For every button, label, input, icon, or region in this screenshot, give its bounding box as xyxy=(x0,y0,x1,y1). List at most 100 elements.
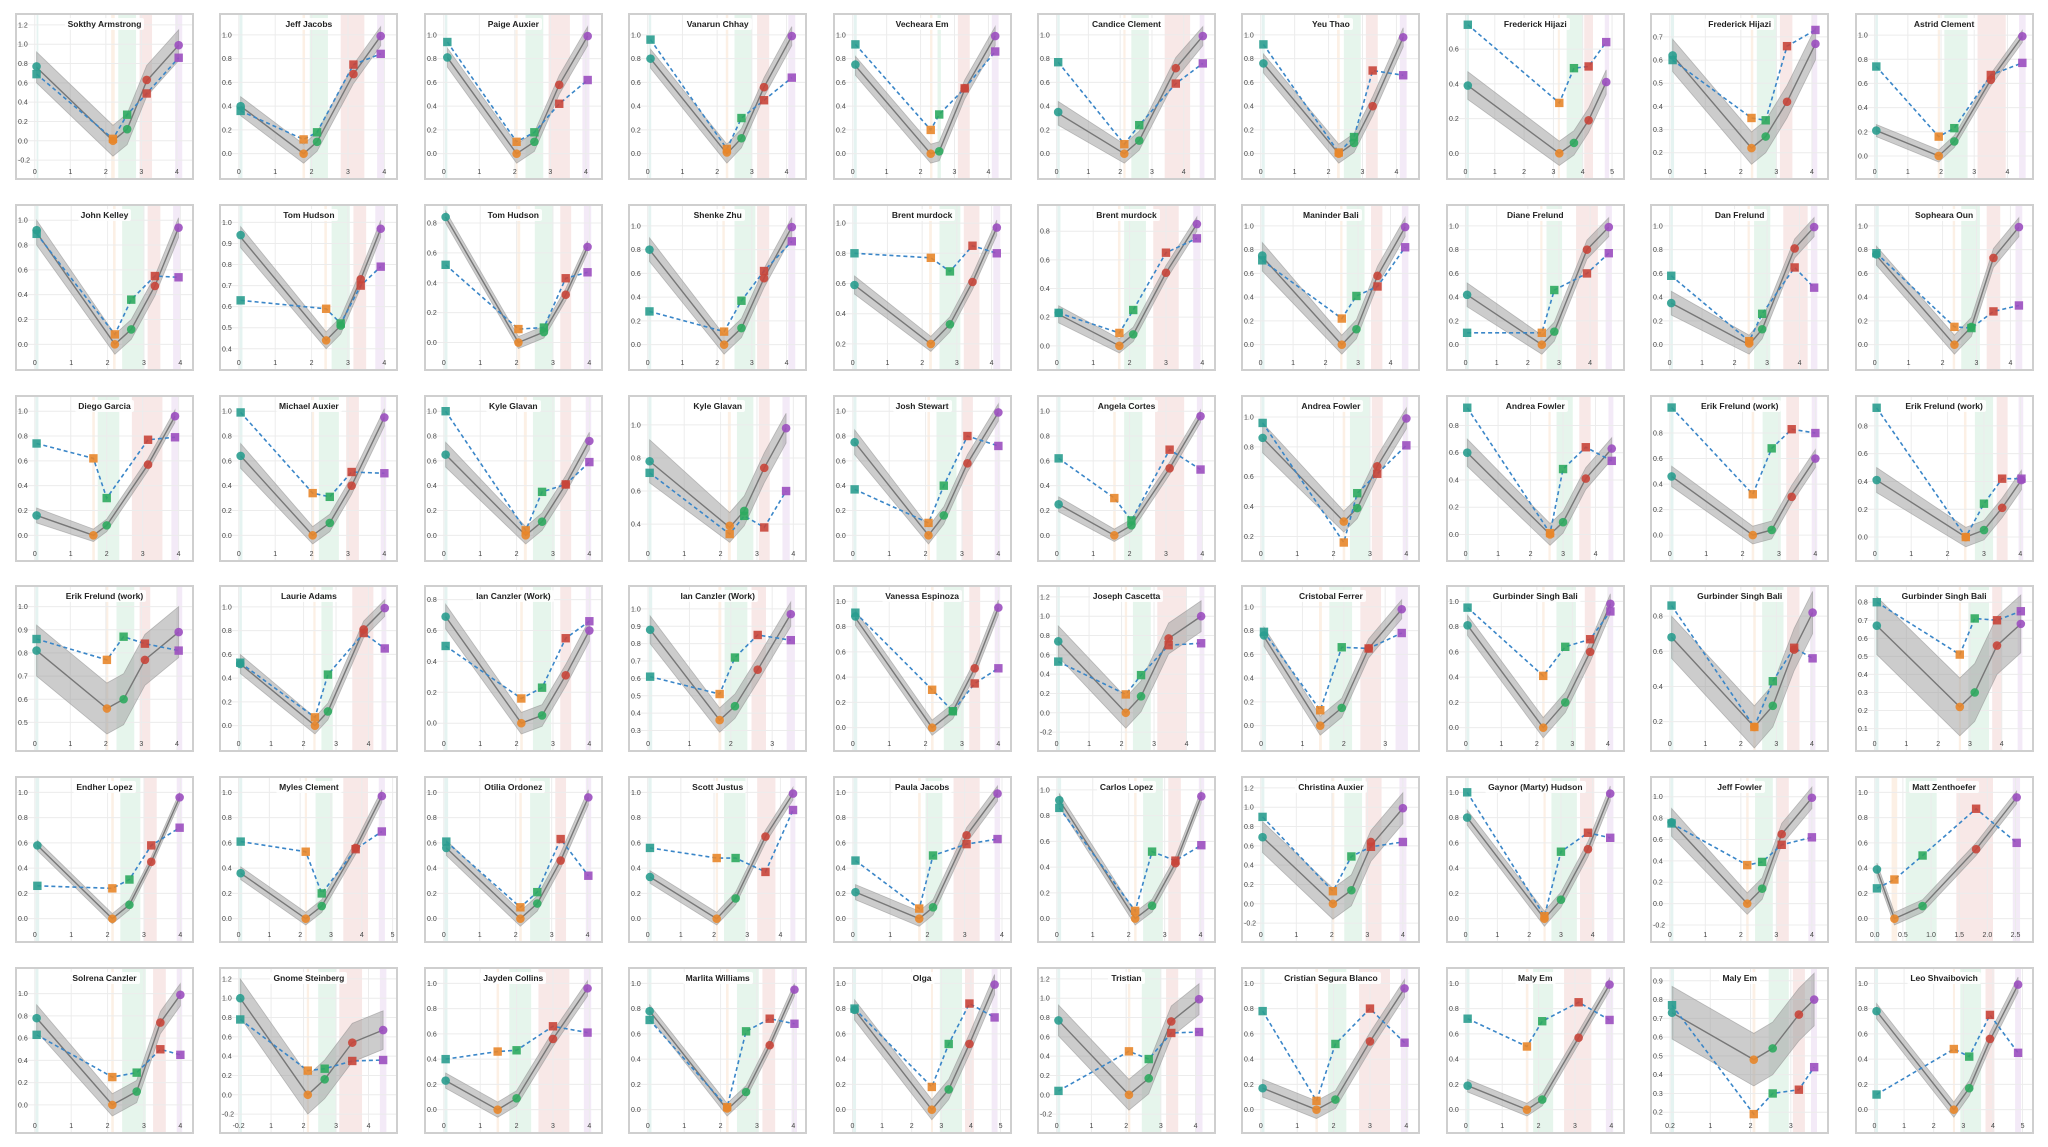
x-tick-label: 2 xyxy=(715,360,719,367)
square-marker xyxy=(760,96,769,105)
y-tick-label: 0.2 xyxy=(1449,504,1459,511)
stage-band xyxy=(1874,778,1879,942)
y-tick-label: 1.2 xyxy=(18,22,28,29)
square-marker xyxy=(960,84,969,93)
square-marker xyxy=(1115,328,1124,337)
y-tick-label: 1.0 xyxy=(1040,32,1050,39)
square-marker xyxy=(1538,672,1548,681)
stage-band xyxy=(994,396,1000,560)
y-tick-label: 0.1 xyxy=(1858,726,1868,733)
x-tick-label: 4 xyxy=(1389,360,1393,367)
square-marker xyxy=(1197,841,1206,850)
circle-marker xyxy=(1872,865,1881,874)
stage-band xyxy=(1670,778,1674,942)
x-tick-label: 2 xyxy=(712,932,716,939)
circle-marker xyxy=(2013,980,2022,989)
stage-band xyxy=(1261,969,1265,1132)
y-tick-label: 0.6 xyxy=(427,841,437,848)
circle-marker xyxy=(529,137,539,147)
chart-plot: 0.00.20.40.60.81.00 1 2 3 4 xyxy=(1039,396,1214,560)
y-tick-label: 0.8 xyxy=(222,1015,232,1022)
y-tick-label: 0.8 xyxy=(427,598,437,605)
x-tick-label: 4 xyxy=(360,932,364,939)
chart-plot: 0.40.50.60.70.80.91.00 1 2 3 4 xyxy=(221,205,397,369)
stage-band xyxy=(560,205,571,369)
y-tick-label: 0.5 xyxy=(18,720,28,727)
y-tick-label: 0.0 xyxy=(1858,916,1868,923)
y-tick-label: 0.2 xyxy=(18,891,28,898)
stage-band xyxy=(1195,969,1203,1132)
x-tick-label: 3 xyxy=(1777,551,1781,558)
chart-panel: 0.0 0.2 0.4 0.6 0.8 1.0 0 1 2 3 4 Jayden Collins xyxy=(423,967,603,1134)
circle-marker xyxy=(308,530,318,540)
stage-band xyxy=(1466,969,1470,1132)
x-tick-label: 4 xyxy=(1199,932,1203,939)
confidence-band xyxy=(649,786,794,926)
square-marker xyxy=(1582,268,1591,278)
chart-plot: 0.00.20.40.60.81.00 1 2 3 4 xyxy=(221,15,397,178)
stage-band xyxy=(853,15,857,178)
x-tick-label: 3 xyxy=(1561,551,1565,558)
y-tick-label: 0.6 xyxy=(18,267,28,274)
chart-panel: 0.0 0.2 0.4 0.6 0.8 1.0 0 1 2 3 4 5 Leo Shvaibovich xyxy=(1854,967,2034,1134)
x-tick-label: 4 xyxy=(1593,551,1597,558)
square-marker xyxy=(1367,842,1376,852)
circle-marker xyxy=(1667,633,1677,642)
confidence-band xyxy=(240,219,382,350)
square-marker xyxy=(645,307,654,316)
x-tick-label: 2 xyxy=(719,1123,723,1130)
y-tick-label: 0.8 xyxy=(1653,614,1663,621)
chart-plot: 0.00.20.40.60.80 1 2 3 4 xyxy=(425,205,601,369)
chart-plot: 0.00.20.40.60.81.00 1 2 3 4 5 xyxy=(1856,969,2032,1132)
circle-marker xyxy=(2017,31,2027,41)
x-tick-label: 0 xyxy=(442,169,446,176)
circle-marker xyxy=(1373,271,1383,280)
stage-band xyxy=(1551,778,1577,942)
circle-marker xyxy=(760,463,769,472)
stage-band xyxy=(111,778,114,942)
circle-marker xyxy=(548,1034,558,1044)
chart-plot: 0.00.20.40.60.81.00 1 2 3 4 xyxy=(834,15,1010,178)
x-tick-label: 4 xyxy=(989,360,993,367)
y-tick-label: 0.2 xyxy=(631,1082,641,1089)
observed-dashed-line xyxy=(1262,246,1407,320)
stage-band xyxy=(1113,396,1116,560)
circle-marker xyxy=(1337,340,1347,349)
square-marker xyxy=(923,518,933,527)
stage-band xyxy=(1466,587,1470,751)
y-tick-label: 0.2 xyxy=(1858,318,1868,325)
chart-plot: 0.20.30.40.50.60.70 1 2 3 4 xyxy=(1652,15,1828,178)
square-marker xyxy=(646,35,655,44)
stage-band xyxy=(305,778,308,942)
circle-marker xyxy=(1560,698,1570,708)
circle-marker xyxy=(927,1105,936,1114)
y-tick-label: 0.0 xyxy=(1858,342,1868,349)
circle-marker xyxy=(379,1025,388,1035)
x-tick-label: 3 xyxy=(1775,741,1779,748)
square-marker xyxy=(1758,857,1767,867)
chart-panel: 0.0 0.2 0.4 0.6 0.8 1.0 0 1 2 3 4 Josh Stewart xyxy=(832,394,1012,562)
stage-band xyxy=(35,969,39,1132)
y-tick-label: 1.0 xyxy=(18,604,28,611)
circle-marker xyxy=(1871,126,1881,135)
y-tick-label: 0.7 xyxy=(18,674,28,681)
square-marker xyxy=(317,889,327,898)
square-marker xyxy=(1871,62,1881,71)
confidence-band xyxy=(853,219,997,352)
square-marker xyxy=(1124,1047,1134,1056)
chart-panel: 0.4 0.6 0.8 1.0 0 1 2 3 4 Kyle Glavan xyxy=(628,394,808,562)
square-marker xyxy=(348,1056,357,1066)
x-tick-label: 1 xyxy=(1704,932,1708,939)
x-tick-label: 3 xyxy=(334,741,338,748)
square-marker xyxy=(1961,532,1970,541)
circle-marker xyxy=(1949,340,1959,349)
y-tick-label: 0.4 xyxy=(631,1057,641,1064)
circle-marker xyxy=(1352,324,1362,334)
x-tick-label: 3 xyxy=(551,741,555,748)
x-tick-label: 1 xyxy=(1700,360,1704,367)
y-tick-label: 0.4 xyxy=(1858,105,1868,112)
y-tick-label: 0.6 xyxy=(631,271,641,278)
circle-marker xyxy=(32,510,41,520)
stage-band xyxy=(1786,396,1800,560)
square-marker xyxy=(441,260,450,269)
